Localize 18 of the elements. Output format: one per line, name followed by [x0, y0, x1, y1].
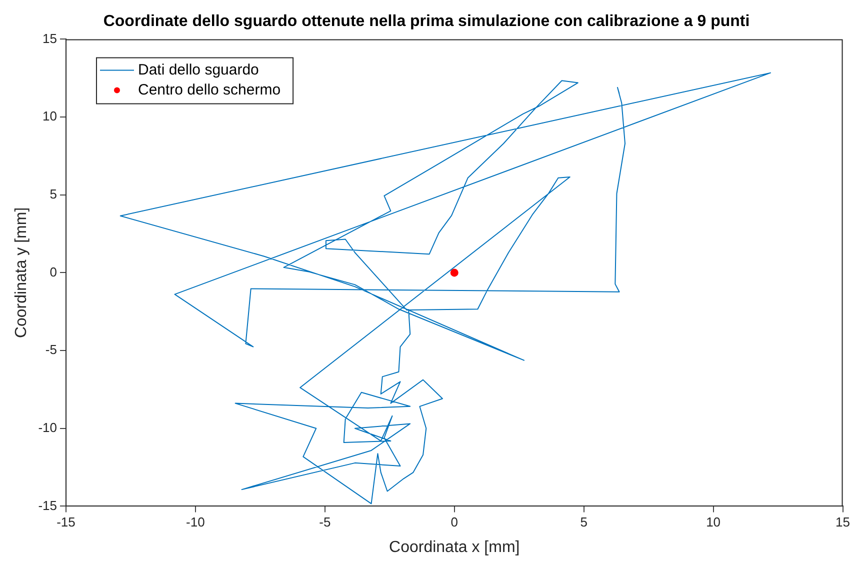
- x-tick-label: 10: [706, 514, 721, 530]
- y-tick-label: 0: [50, 264, 57, 280]
- x-tick-label: 0: [450, 514, 458, 530]
- legend-label: Centro dello schermo: [138, 81, 281, 98]
- y-tick-label: 5: [50, 186, 57, 202]
- y-axis-title: Coordinata y [mm]: [13, 207, 30, 338]
- legend-label: Dati dello sguardo: [138, 61, 259, 78]
- y-tick-label: -5: [45, 342, 57, 358]
- x-axis-title: Coordinata x [mm]: [389, 538, 520, 556]
- y-tick-label: 10: [42, 108, 57, 124]
- x-tick-label: 15: [836, 514, 850, 530]
- chart-title: Coordinate dello sguardo ottenute nella prima simulazione con calibrazione a 9 punti: [103, 13, 750, 30]
- x-tick-label: 5: [580, 514, 588, 530]
- x-tick-label: -10: [186, 514, 205, 530]
- x-tick-label: -5: [319, 514, 331, 530]
- y-tick-label: -10: [38, 420, 57, 435]
- y-tick-label: -15: [38, 498, 57, 513]
- y-tick-label: 15: [42, 30, 57, 46]
